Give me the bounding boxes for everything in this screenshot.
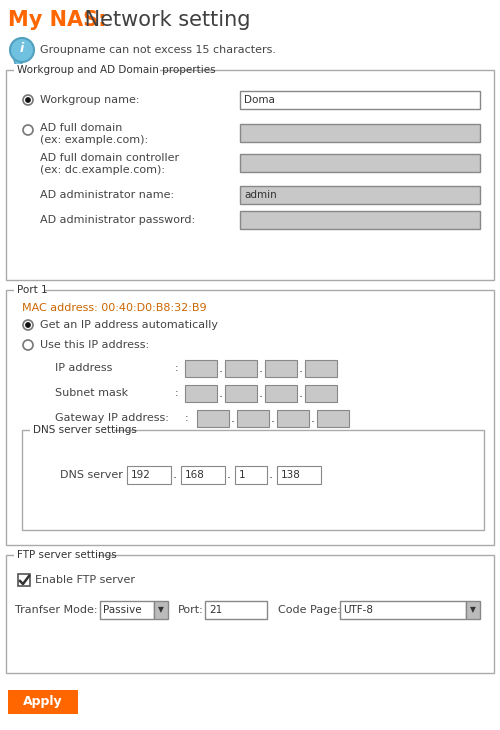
FancyBboxPatch shape [265, 360, 297, 377]
FancyBboxPatch shape [8, 690, 78, 714]
FancyBboxPatch shape [185, 385, 217, 402]
FancyBboxPatch shape [154, 601, 168, 619]
Text: 192: 192 [131, 470, 151, 480]
Circle shape [23, 95, 33, 105]
FancyBboxPatch shape [466, 601, 480, 619]
Text: Enable FTP server: Enable FTP server [35, 575, 135, 585]
Text: AD full domain: AD full domain [40, 123, 122, 133]
Text: Code Page:: Code Page: [278, 605, 341, 615]
FancyBboxPatch shape [197, 410, 229, 427]
FancyBboxPatch shape [340, 601, 466, 619]
FancyBboxPatch shape [6, 555, 494, 673]
FancyBboxPatch shape [22, 430, 484, 530]
FancyBboxPatch shape [317, 410, 349, 427]
FancyBboxPatch shape [185, 360, 217, 377]
Text: DNS server settings: DNS server settings [33, 425, 137, 435]
FancyBboxPatch shape [277, 466, 321, 484]
Text: 1: 1 [239, 470, 246, 480]
Text: 138: 138 [281, 470, 301, 480]
Text: .: . [269, 469, 273, 482]
FancyBboxPatch shape [240, 124, 480, 142]
FancyBboxPatch shape [225, 360, 257, 377]
FancyBboxPatch shape [14, 284, 45, 296]
Text: :: : [175, 363, 178, 373]
Text: AD full domain controller: AD full domain controller [40, 153, 179, 163]
Text: Doma: Doma [244, 95, 275, 105]
Text: IP address: IP address [55, 363, 112, 373]
FancyBboxPatch shape [305, 360, 337, 377]
Text: admin: admin [244, 190, 277, 200]
Text: ▼: ▼ [470, 605, 476, 615]
Text: .: . [227, 469, 231, 482]
FancyBboxPatch shape [127, 466, 171, 484]
Text: Groupname can not excess 15 characters.: Groupname can not excess 15 characters. [40, 45, 276, 55]
Text: SNS入品評価: SNS入品評価 [297, 380, 423, 439]
Text: (ex: dc.example.com):: (ex: dc.example.com): [40, 165, 165, 175]
Polygon shape [14, 60, 24, 70]
FancyBboxPatch shape [240, 91, 480, 109]
Text: .: . [219, 362, 223, 375]
Text: 168: 168 [185, 470, 205, 480]
Text: .: . [173, 469, 177, 482]
FancyBboxPatch shape [18, 574, 30, 586]
Text: .: . [231, 412, 235, 425]
Text: :: : [185, 413, 188, 423]
Circle shape [23, 125, 33, 135]
Text: (ex: example.com):: (ex: example.com): [40, 135, 148, 145]
FancyBboxPatch shape [240, 211, 480, 229]
FancyBboxPatch shape [265, 385, 297, 402]
Text: Workgroup name:: Workgroup name: [40, 95, 140, 105]
FancyBboxPatch shape [100, 601, 154, 619]
FancyBboxPatch shape [240, 154, 480, 172]
Text: AD administrator password:: AD administrator password: [40, 215, 195, 225]
FancyBboxPatch shape [30, 424, 114, 436]
Text: FTP server settings: FTP server settings [17, 550, 117, 560]
Circle shape [23, 320, 33, 330]
Text: Get an IP address automatically: Get an IP address automatically [40, 320, 218, 330]
Text: .: . [271, 412, 275, 425]
Text: .: . [299, 362, 303, 375]
Text: ▼: ▼ [158, 605, 164, 615]
Text: Port:: Port: [178, 605, 204, 615]
Text: Port 1: Port 1 [17, 285, 48, 295]
Text: .: . [299, 387, 303, 400]
Circle shape [26, 323, 30, 328]
FancyBboxPatch shape [225, 385, 257, 402]
Text: UTF-8: UTF-8 [343, 605, 373, 615]
Text: Workgroup and AD Domain properties: Workgroup and AD Domain properties [17, 65, 216, 75]
FancyBboxPatch shape [305, 385, 337, 402]
FancyBboxPatch shape [235, 466, 267, 484]
FancyBboxPatch shape [6, 290, 494, 545]
Text: Network setting: Network setting [78, 10, 250, 30]
Text: :: : [175, 388, 178, 398]
FancyBboxPatch shape [14, 549, 98, 561]
Text: DNS server: DNS server [60, 470, 123, 480]
FancyBboxPatch shape [237, 410, 269, 427]
Text: Apply: Apply [23, 696, 63, 709]
Text: Gateway IP address:: Gateway IP address: [55, 413, 169, 423]
Text: i: i [20, 42, 24, 55]
Circle shape [26, 98, 30, 102]
Text: Passive: Passive [103, 605, 142, 615]
Text: My NAS:: My NAS: [8, 10, 106, 30]
Text: Subnet mask: Subnet mask [55, 388, 128, 398]
Text: Tranfser Mode:: Tranfser Mode: [15, 605, 98, 615]
FancyBboxPatch shape [181, 466, 225, 484]
FancyBboxPatch shape [6, 70, 494, 280]
FancyBboxPatch shape [240, 186, 480, 204]
Text: Use this IP address:: Use this IP address: [40, 340, 149, 350]
Text: .: . [259, 362, 263, 375]
Text: MAC address: 00:40:D0:B8:32:B9: MAC address: 00:40:D0:B8:32:B9 [22, 303, 206, 313]
FancyBboxPatch shape [277, 410, 309, 427]
Circle shape [10, 38, 34, 62]
Circle shape [23, 340, 33, 350]
FancyBboxPatch shape [14, 64, 160, 76]
Text: .: . [219, 387, 223, 400]
Text: .: . [259, 387, 263, 400]
Text: :: : [118, 470, 122, 480]
Text: 21: 21 [209, 605, 222, 615]
Text: AD administrator name:: AD administrator name: [40, 190, 174, 200]
Text: .: . [311, 412, 315, 425]
FancyBboxPatch shape [205, 601, 267, 619]
